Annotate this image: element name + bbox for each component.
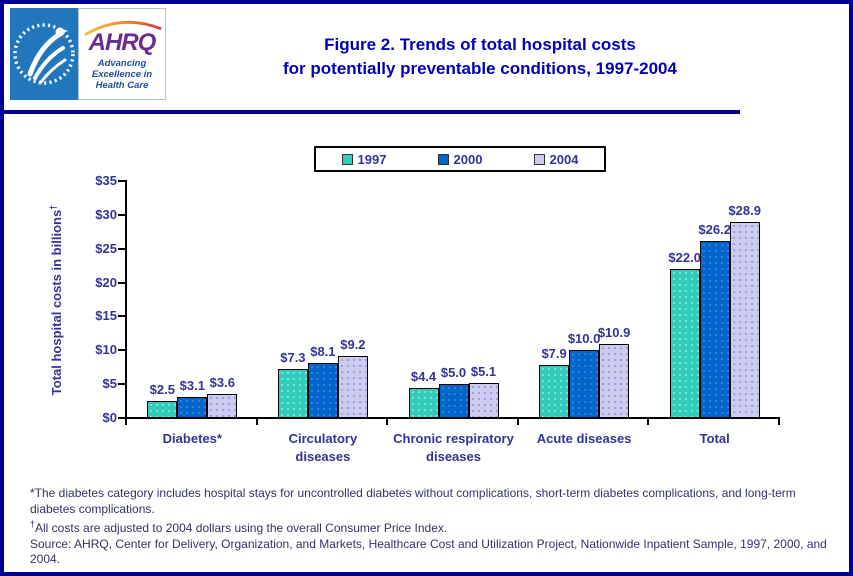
legend-swatch-icon [341, 153, 353, 165]
bar-value-label: $3.1 [179, 378, 205, 393]
footnote-diabetes: *The diabetes category includes hospital… [30, 486, 796, 516]
y-axis-tick-label: $15 [95, 308, 117, 324]
y-axis-title: Total hospital costs in billions† [47, 204, 65, 396]
figure-title-line2: for potentially preventable conditions, … [283, 59, 677, 78]
agency-logo: AHRQ Advancing Excellence in Health Care [10, 8, 166, 100]
ahrq-logo-text: AHRQ [88, 29, 157, 56]
hhs-logo [10, 8, 78, 100]
bar-2000 [699, 241, 730, 418]
bar-value-label: $2.5 [149, 382, 175, 397]
y-axis-tick-mark [118, 315, 125, 318]
bar-2004 [468, 383, 499, 418]
ahrq-tagline-line3: Health Care [95, 80, 149, 91]
bar-value-label: $4.4 [410, 369, 437, 384]
y-axis-tick-label: $30 [95, 206, 117, 222]
legend-item-2004: 2004 [533, 151, 579, 167]
legend-item-1997: 1997 [341, 151, 387, 167]
legend-label: 1997 [357, 151, 387, 167]
y-axis-tick-label: $5 [102, 376, 117, 392]
y-axis-tick-mark [118, 180, 125, 182]
chart-legend: 1997 2000 2004 [314, 146, 606, 172]
bar-value-label: $7.9 [541, 346, 567, 361]
x-axis-category-label: Total [699, 431, 730, 446]
bar-2000 [177, 397, 208, 418]
x-axis-category-label: Circulatory diseases [288, 431, 358, 464]
legend-item-2000: 2000 [437, 151, 483, 167]
y-axis-tick-label: $20 [95, 274, 117, 290]
bar-value-label: $5.0 [440, 365, 467, 380]
y-axis-tick-mark [118, 247, 125, 250]
legend-label: 2004 [549, 151, 579, 167]
y-axis-tick-label: $35 [95, 173, 117, 188]
footnotes: *The diabetes category includes hospital… [30, 486, 830, 568]
bar-2000 [438, 384, 469, 418]
bar-2000 [569, 350, 600, 418]
ahrq-arc-icon [84, 20, 162, 37]
dagger-symbol: † [30, 519, 36, 529]
y-axis-tick-mark [118, 383, 125, 386]
bar-1997 [669, 269, 700, 418]
x-axis-tick-mark [647, 418, 650, 425]
ahrq-logo: AHRQ Advancing Excellence in Health Care [78, 8, 166, 100]
ahrq-tagline-line1: Advancing [97, 58, 147, 69]
bar-value-label: $22.0 [668, 250, 701, 265]
dagger-symbol: † [47, 204, 58, 210]
bar-value-label: $26.2 [698, 222, 731, 237]
bar-2004 [337, 356, 368, 418]
y-axis-line [125, 180, 127, 418]
x-axis-tick-mark [778, 418, 780, 425]
y-axis-tick-label: $10 [95, 342, 117, 358]
bar-value-label: $7.3 [280, 350, 306, 365]
hhs-eagle-icon [10, 8, 78, 100]
bar-2004 [729, 222, 760, 418]
x-axis-tick-mark [125, 418, 127, 425]
bar-value-label: $10.0 [567, 331, 601, 346]
y-axis-tick-mark [118, 349, 125, 352]
bar-2000 [307, 363, 338, 418]
ahrq-tagline: Advancing Excellence in Health Care [92, 58, 152, 91]
bar-1997 [277, 369, 308, 418]
ahrq-tagline-line2: Excellence in [91, 69, 153, 80]
bar-2004 [207, 394, 238, 418]
footnote-source: Source: AHRQ, Center for Delivery, Organ… [30, 536, 827, 567]
legend-swatch-icon [533, 153, 545, 165]
x-axis-tick-mark [516, 418, 519, 425]
bar-2004 [599, 344, 630, 418]
figure-title-line1: Figure 2. Trends of total hospital costs [324, 35, 636, 54]
x-axis-category-label: Diabetes* [162, 431, 222, 446]
bar-value-label: $8.1 [310, 344, 336, 359]
bar-value-label: $10.9 [597, 325, 631, 340]
bar-value-label: $5.1 [470, 364, 497, 379]
y-axis-tick-mark [118, 281, 125, 284]
x-axis-category-label: Chronic respiratory diseases [393, 431, 514, 464]
legend-label: 2000 [453, 151, 483, 167]
bar-value-label: $28.9 [728, 203, 761, 218]
y-axis-tick-mark [118, 417, 125, 419]
bar-1997 [147, 401, 178, 418]
x-axis-tick-mark [255, 418, 258, 425]
header-divider [0, 110, 740, 114]
bar-value-label: $9.2 [340, 337, 366, 352]
y-axis-tick-mark [118, 213, 125, 216]
x-axis-line [125, 417, 780, 419]
y-axis-tick-label: $25 [95, 240, 117, 256]
x-axis-category-label: Acute diseases [536, 431, 632, 446]
legend-swatch-icon [437, 153, 449, 165]
bar-value-label: $3.6 [209, 375, 235, 390]
bar-1997 [408, 388, 439, 418]
footnote-cpi: †All costs are adjusted to 2004 dollars … [30, 519, 448, 535]
bar-1997 [539, 365, 570, 418]
x-axis-tick-mark [386, 418, 389, 425]
y-axis-tick-label: $0 [102, 410, 117, 425]
figure-title: Figure 2. Trends of total hospital costs… [170, 33, 790, 81]
